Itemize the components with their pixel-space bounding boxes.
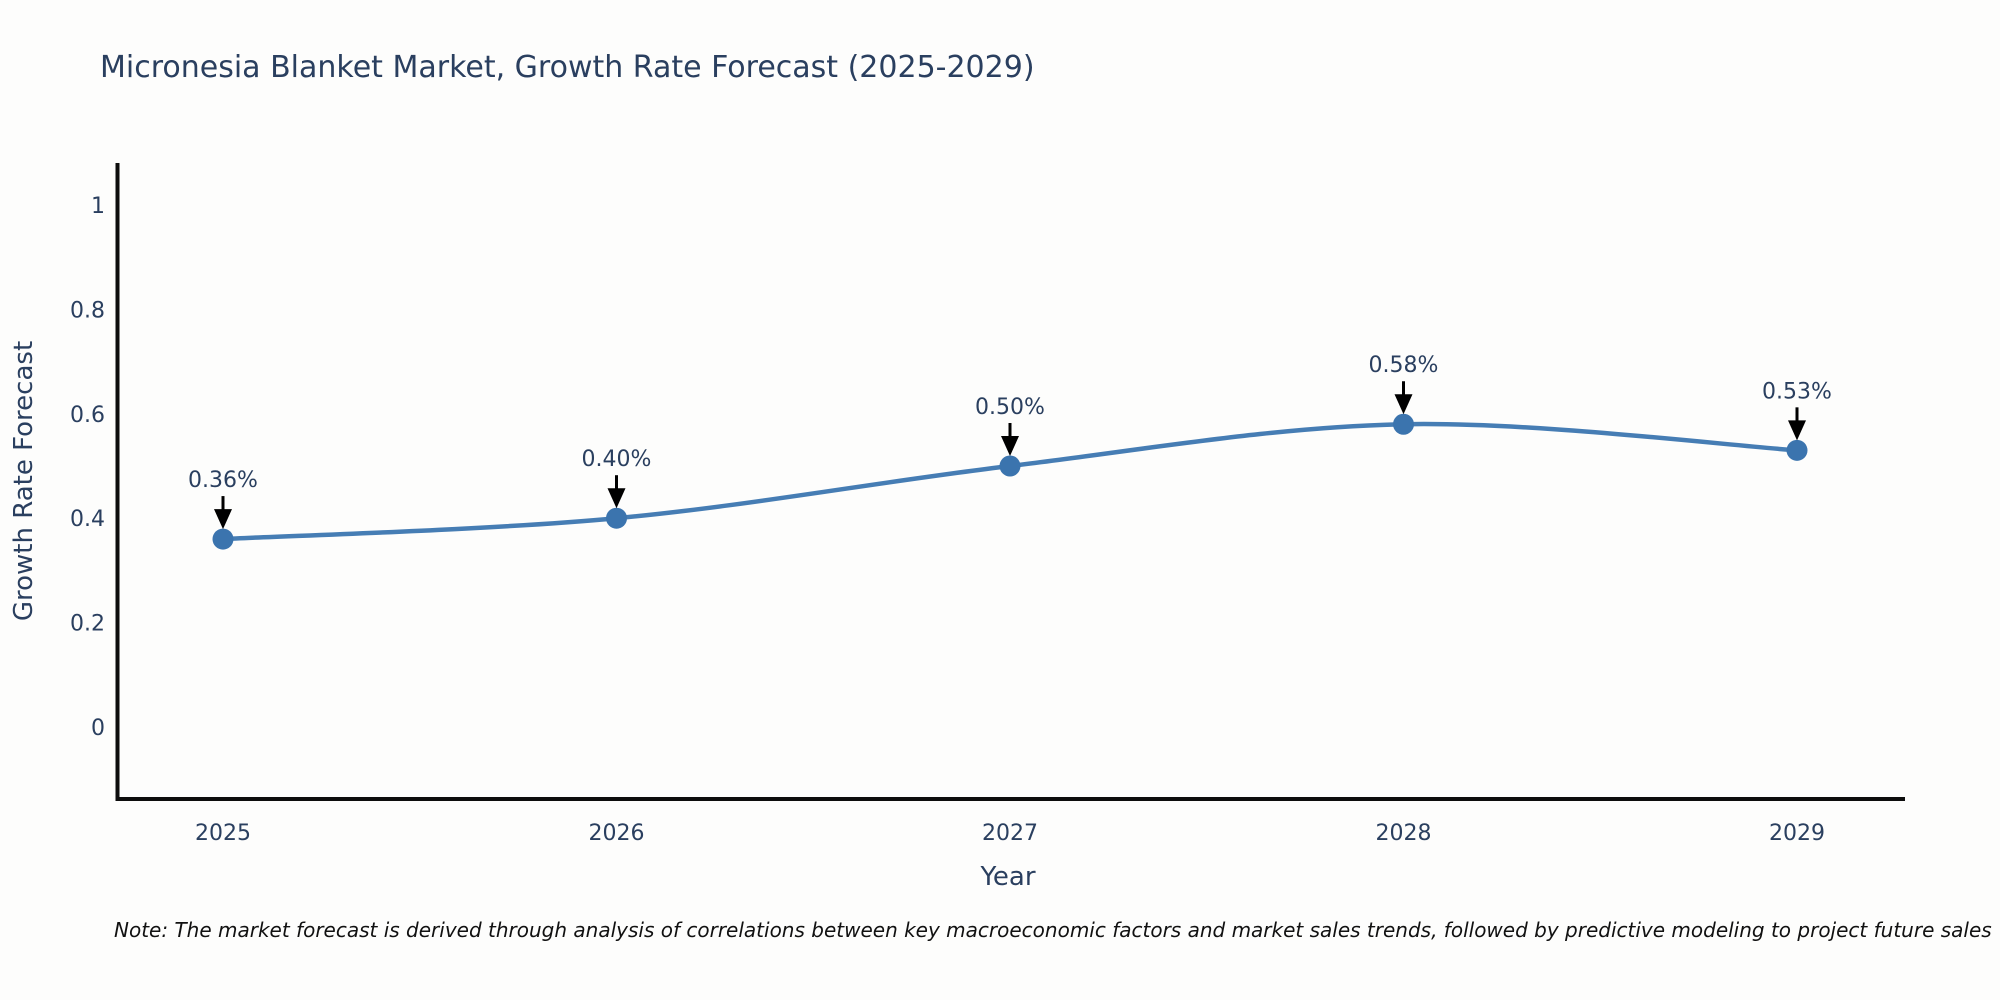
annotation-arrow-head (607, 488, 626, 509)
y-tick-label: 0 (91, 716, 105, 741)
chart-footnote: Note: The market forecast is derived thr… (114, 918, 1992, 942)
x-tick-label: 2027 (982, 821, 1038, 846)
y-tick-label: 0.2 (70, 612, 105, 637)
annotation-arrow-head (1394, 394, 1413, 415)
chart-title: Micronesia Blanket Market, Growth Rate F… (100, 50, 1035, 85)
y-tick-label: 0.4 (70, 507, 105, 532)
y-tick-label: 0.8 (70, 298, 105, 323)
y-tick-label: 0.6 (70, 403, 105, 428)
data-point-label: 0.58% (1369, 353, 1439, 378)
y-tick-label: 1 (91, 194, 105, 219)
annotation-arrow-head (1788, 420, 1806, 441)
data-point-marker[interactable] (999, 455, 1021, 477)
data-point-marker[interactable] (1786, 439, 1808, 461)
x-axis-title: Year (979, 862, 1035, 892)
data-point-label: 0.50% (975, 395, 1045, 420)
data-point-marker[interactable] (1393, 413, 1414, 435)
data-point-label: 0.40% (582, 447, 652, 472)
x-tick-label: 2029 (1769, 821, 1825, 846)
annotation-arrow-head (1001, 436, 1019, 456)
data-point-marker[interactable] (212, 528, 234, 550)
annotation-arrow-head (214, 509, 232, 530)
y-axis-title: Growth Rate Forecast (9, 341, 39, 621)
x-tick-label: 2026 (589, 821, 645, 846)
data-point-label: 0.53% (1762, 379, 1832, 404)
x-tick-label: 2025 (195, 821, 251, 846)
data-point-marker[interactable] (606, 507, 627, 529)
data-point-label: 0.36% (188, 468, 258, 493)
x-tick-label: 2028 (1376, 821, 1432, 846)
